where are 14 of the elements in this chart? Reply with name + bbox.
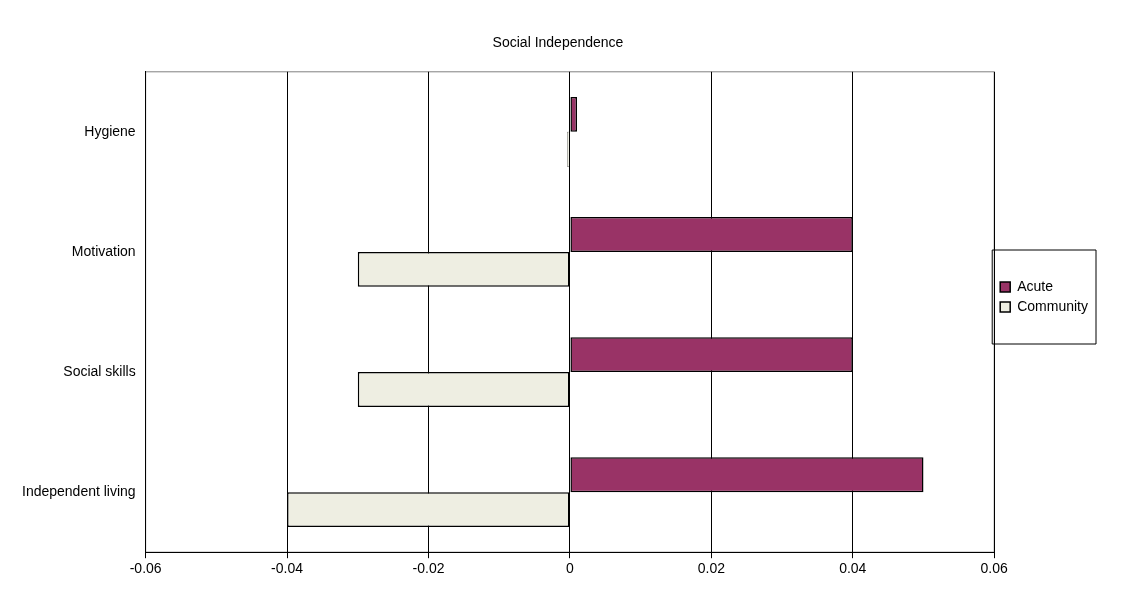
legend-label: Community <box>1017 297 1088 314</box>
y-tick-label: Social skills <box>63 362 136 379</box>
x-tick-label: 0 <box>566 560 575 577</box>
x-tick-label: 0.06 <box>980 560 1009 577</box>
x-tick-label: -0.04 <box>271 560 304 577</box>
y-tick-label: Hygiene <box>84 122 136 139</box>
x-tick-label: -0.02 <box>412 560 445 577</box>
y-tick-label: Motivation <box>71 242 136 259</box>
x-tick-label: -0.06 <box>129 560 162 577</box>
chart-title: Social Independence <box>492 34 624 51</box>
x-tick-label: 0.02 <box>697 560 726 577</box>
y-tick-label: Independent living <box>21 483 136 500</box>
x-tick-label: 0.04 <box>839 560 867 577</box>
legend-label: Acute <box>1017 277 1054 294</box>
